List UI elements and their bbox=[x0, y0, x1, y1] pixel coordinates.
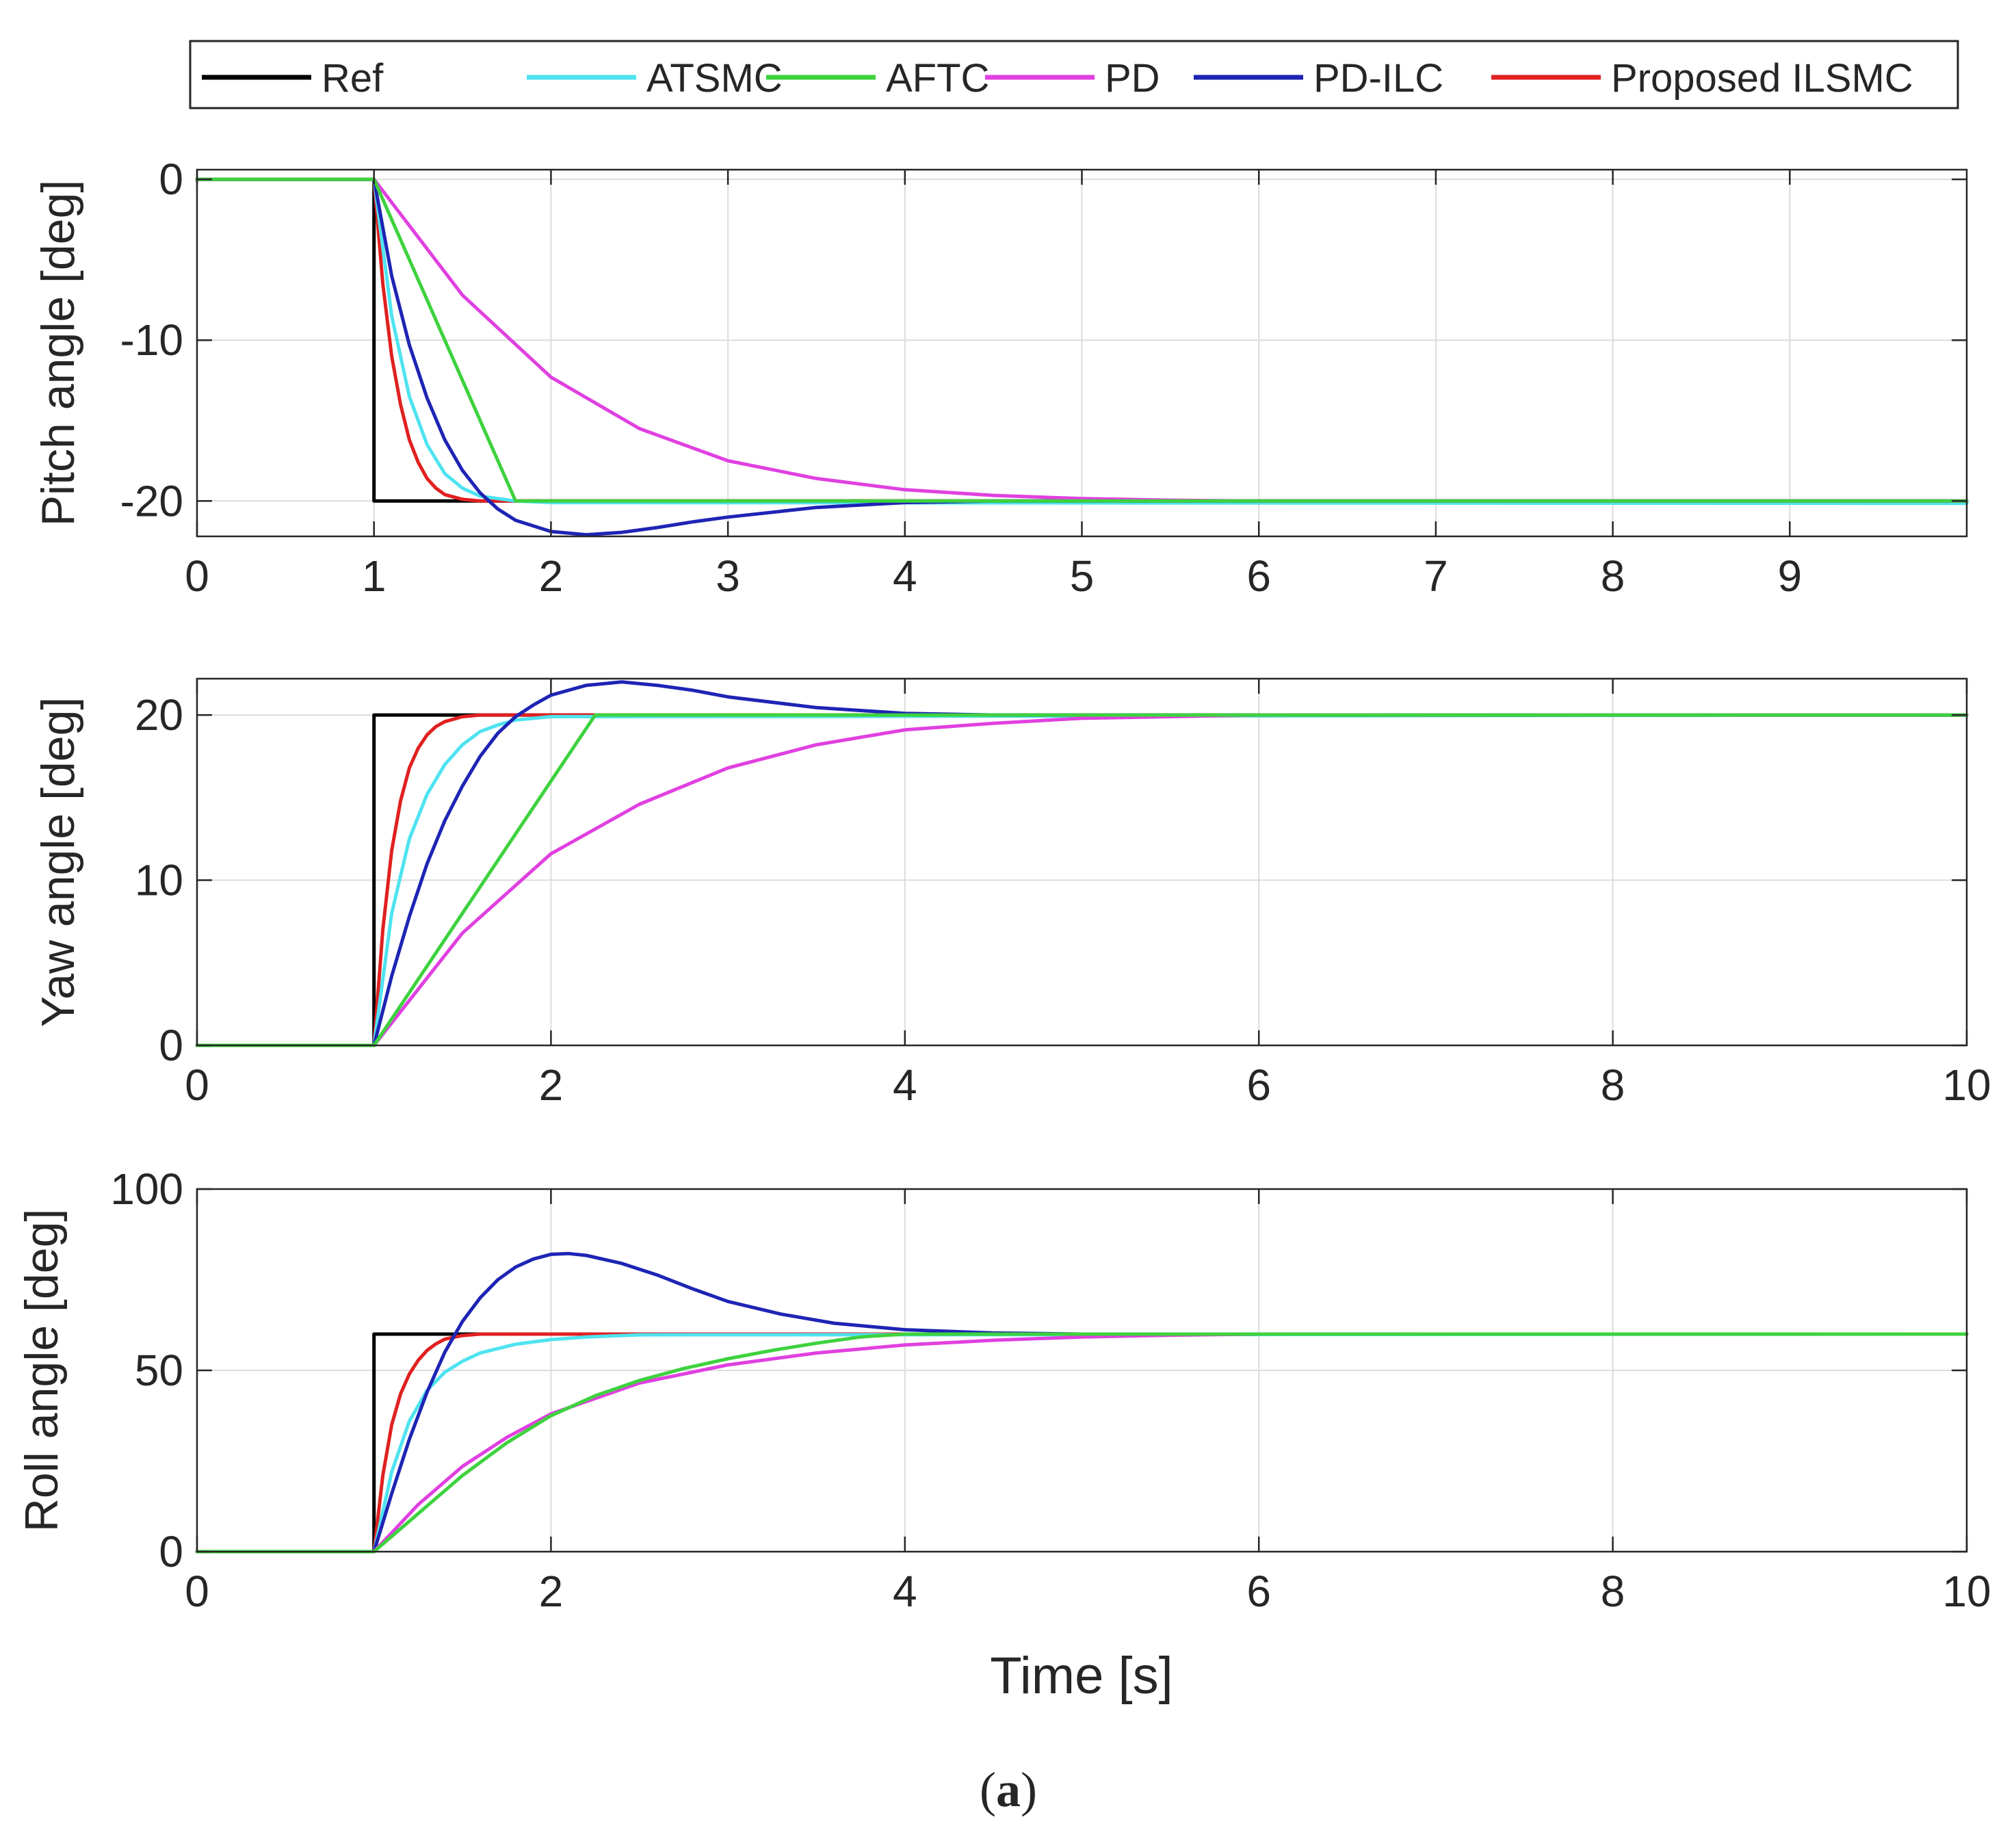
yaw-xtick-label: 0 bbox=[185, 1060, 209, 1110]
legend-label-pd: PD bbox=[1105, 56, 1160, 101]
pitch-xtick-label: 3 bbox=[716, 551, 740, 601]
roll-series-pd-ilc bbox=[195, 1251, 1969, 1554]
yaw-ytick-label: 10 bbox=[135, 856, 183, 905]
yaw-ytick-label: 20 bbox=[135, 690, 183, 740]
roll-xtick-label: 2 bbox=[539, 1567, 564, 1616]
yaw-series-atsmc bbox=[195, 713, 1969, 1047]
yaw-xtick-label: 2 bbox=[539, 1060, 564, 1110]
pitch-xtick-label: 1 bbox=[362, 551, 387, 601]
roll-xtick-label: 8 bbox=[1601, 1567, 1625, 1616]
roll-grid bbox=[197, 1189, 1967, 1552]
pitch-ylabel: Pitch angle [deg] bbox=[32, 180, 84, 527]
pitch-xtick-label: 4 bbox=[893, 551, 917, 601]
pitch-panel: 0 1 2 3 4 5 6 7 8 9 0 -10 -20 Pitch angle [deg] bbox=[32, 155, 1969, 601]
pitch-xtick-label: 8 bbox=[1601, 551, 1625, 601]
legend-label-aftc: AFTC bbox=[886, 56, 989, 101]
legend-label-ref: Ref bbox=[322, 56, 384, 101]
yaw-axes-box bbox=[196, 677, 1968, 1047]
yaw-xtick-label: 10 bbox=[1942, 1060, 1991, 1110]
roll-ylabel: Roll angle [deg] bbox=[16, 1209, 68, 1532]
roll-ytick-label: 0 bbox=[159, 1527, 183, 1576]
roll-series-aftc bbox=[195, 1332, 1969, 1554]
legend-items: Ref ATSMC AFTC PD PD-ILC Proposed ILSMC bbox=[202, 56, 1913, 101]
figure-caption: (a) bbox=[980, 1762, 1037, 1817]
pitch-xtick-label: 0 bbox=[185, 551, 209, 601]
pitch-xtick-label: 9 bbox=[1778, 551, 1803, 601]
yaw-xtick-label: 4 bbox=[893, 1060, 917, 1110]
caption-letter: a bbox=[996, 1762, 1021, 1817]
roll-ytick-label: 50 bbox=[135, 1346, 183, 1395]
legend: Ref ATSMC AFTC PD PD-ILC Proposed ILSMC bbox=[189, 40, 1959, 109]
pitch-series-proposed-ilsmc bbox=[195, 177, 1969, 503]
pitch-ticks: 0 1 2 3 4 5 6 7 8 9 0 -10 -20 bbox=[120, 155, 1967, 601]
roll-xtick-label: 0 bbox=[185, 1567, 209, 1616]
yaw-ylabel: Yaw angle [deg] bbox=[32, 697, 84, 1028]
pitch-ytick-label: -10 bbox=[120, 315, 184, 365]
yaw-plot-area bbox=[197, 679, 1967, 1045]
roll-ytick-label: 100 bbox=[110, 1164, 183, 1214]
roll-xtick-label: 10 bbox=[1942, 1567, 1991, 1616]
pitch-ytick-label: 0 bbox=[159, 155, 183, 204]
roll-xtick-label: 4 bbox=[893, 1567, 917, 1616]
yaw-xtick-label: 8 bbox=[1601, 1060, 1625, 1110]
pitch-series-aftc bbox=[195, 177, 1969, 503]
caption-open: ( bbox=[980, 1762, 996, 1817]
legend-label-pd-ilc: PD-ILC bbox=[1313, 56, 1443, 101]
yaw-series-pd-ilc bbox=[195, 680, 1969, 1047]
legend-frame bbox=[189, 40, 1959, 109]
yaw-ticks: 0 2 4 6 8 10 0 10 20 bbox=[135, 679, 1991, 1110]
roll-xtick-label: 6 bbox=[1246, 1567, 1271, 1616]
pitch-xtick-label: 2 bbox=[539, 551, 564, 601]
yaw-ytick-label: 0 bbox=[159, 1021, 183, 1070]
roll-series-atsmc bbox=[195, 1332, 1969, 1554]
caption-close: ) bbox=[1021, 1762, 1037, 1817]
legend-label-proposed-ilsmc: Proposed ILSMC bbox=[1611, 56, 1913, 101]
yaw-panel: 0 2 4 6 8 10 0 10 20 Yaw angle [deg] bbox=[32, 677, 1991, 1110]
legend-label-atsmc: ATSMC bbox=[646, 56, 783, 101]
pitch-ytick-label: -20 bbox=[120, 476, 184, 525]
pitch-xtick-label: 6 bbox=[1246, 551, 1271, 601]
pitch-xtick-label: 7 bbox=[1424, 551, 1448, 601]
roll-xlabel: Time [s] bbox=[990, 1647, 1173, 1705]
roll-series-proposed-ilsmc bbox=[195, 1332, 1969, 1554]
pitch-xtick-label: 5 bbox=[1070, 551, 1095, 601]
yaw-xtick-label: 6 bbox=[1246, 1060, 1271, 1110]
yaw-series-proposed-ilsmc bbox=[195, 713, 1969, 1047]
